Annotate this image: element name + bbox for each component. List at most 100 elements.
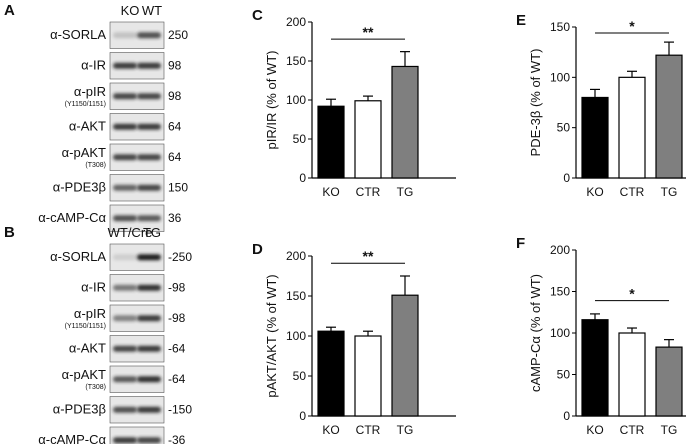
molecular-weight-label: 64 [168, 150, 182, 164]
y-tick-label: 100 [286, 93, 306, 107]
blot-band [113, 406, 137, 413]
x-tick-label: KO [586, 423, 603, 437]
molecular-weight-label: 98 [168, 89, 182, 103]
y-tick-label: 0 [299, 171, 306, 185]
y-tick-label: 150 [550, 20, 570, 34]
y-axis-label: PDE-3β (% of WT) [528, 49, 543, 157]
molecular-weight-label: -150 [168, 403, 192, 417]
y-tick-label: 150 [286, 289, 306, 303]
blot-band [137, 345, 161, 352]
molecular-weight-label: 64 [168, 120, 182, 134]
blot-band [113, 315, 137, 322]
chart-panel-F: F 0 50 100 150 200 cAMP-Cα (% of WT) KO CTR TG * [516, 235, 686, 437]
y-tick-label: 0 [299, 409, 306, 423]
blot-band [137, 406, 161, 413]
chart-panel-E: E 0 50 100 150 PDE-3β (% of WT) KO CTR TG * [516, 12, 686, 199]
blot-band [137, 376, 161, 383]
antibody-label: α-SORLA [50, 27, 106, 42]
blot-row: α-IR 98 [81, 52, 182, 80]
blot-band [113, 154, 137, 161]
y-axis-label: pIR/IR (% of WT) [264, 51, 279, 150]
y-axis-label: pAKT/AKT (% of WT) [264, 274, 279, 397]
y-tick-label: 100 [550, 326, 570, 340]
antibody-sublabel: (T308) [85, 162, 106, 169]
significance-marker: ** [363, 24, 374, 40]
x-tick-label: TG [397, 185, 414, 199]
y-tick-label: 200 [286, 15, 306, 29]
lane-label: WT [142, 3, 162, 18]
significance-marker: * [629, 18, 635, 34]
x-tick-label: CTR [356, 423, 381, 437]
blot-band [113, 215, 137, 222]
panel-letter: E [516, 12, 526, 29]
antibody-label: α-AKT [69, 119, 106, 134]
x-tick-label: TG [661, 423, 678, 437]
blot-band [137, 62, 161, 69]
molecular-weight-label: 250 [168, 28, 188, 42]
blot-row: α-AKT 64 [69, 113, 182, 141]
blot-band [137, 315, 161, 322]
blot-row: α-pIR (Y1150/1151) -98 [65, 304, 186, 332]
blot-panel-A: A KO WT α-SORLA 250 α-IR 98 α-pIR (Y1150/1151) 98… [4, 2, 188, 232]
western-blots: A KO WT α-SORLA 250 α-IR 98 α-pIR (Y1150/1151) 98… [4, 2, 192, 444]
antibody-label: α-PDE3β [53, 180, 106, 195]
molecular-weight-label: -64 [168, 342, 186, 356]
blot-band [113, 123, 137, 130]
significance-marker: ** [363, 248, 374, 264]
antibody-label: α-cAMP-Cα [38, 432, 106, 444]
antibody-label: α-pAKT [62, 145, 106, 160]
blot-row: α-AKT -64 [69, 335, 186, 363]
molecular-weight-label: -64 [168, 372, 186, 386]
blot-row: α-pAKT (T308) 64 [62, 143, 182, 171]
x-tick-label: CTR [620, 185, 645, 199]
chart-panel-C: C 0 50 100 150 200 pIR/IR (% of WT) KO CTR TG ** [252, 7, 456, 199]
y-tick-label: 100 [286, 329, 306, 343]
y-tick-label: 200 [286, 249, 306, 263]
blot-band [113, 254, 137, 261]
y-tick-label: 150 [286, 54, 306, 68]
significance-marker: * [629, 286, 635, 302]
y-tick-label: 100 [550, 70, 570, 84]
blot-row: α-PDE3β 150 [53, 174, 188, 202]
blot-row: α-pAKT (T308) -64 [62, 365, 186, 393]
bar [317, 330, 345, 417]
y-tick-label: 50 [557, 368, 571, 382]
blot-band [113, 437, 137, 444]
x-tick-label: TG [661, 185, 678, 199]
y-tick-label: 50 [293, 369, 307, 383]
bar [354, 100, 382, 179]
y-tick-label: 0 [563, 171, 570, 185]
antibody-sublabel: (Y1150/1151) [65, 101, 106, 108]
molecular-weight-label: 150 [168, 181, 188, 195]
blot-row: α-SORLA -250 [50, 243, 192, 271]
chart-panel-D: D 0 50 100 150 200 pAKT/AKT (% of WT) KO CTR TG ** [252, 241, 456, 437]
antibody-label: α-PDE3β [53, 402, 106, 417]
blot-row: α-IR -98 [81, 274, 186, 302]
molecular-weight-label: -98 [168, 281, 186, 295]
y-tick-label: 50 [293, 132, 307, 146]
x-tick-label: TG [397, 423, 414, 437]
antibody-label: α-IR [81, 280, 106, 295]
panel-letter: A [4, 2, 15, 19]
bar [391, 65, 419, 179]
blot-band [113, 284, 137, 291]
antibody-sublabel: (T308) [85, 384, 106, 391]
x-tick-label: CTR [620, 423, 645, 437]
bar [618, 332, 646, 417]
blot-row: α-cAMP-Cα 36 [38, 204, 182, 232]
y-tick-label: 150 [550, 285, 570, 299]
blot-band [113, 32, 137, 39]
lane-label: KO [121, 3, 140, 18]
blot-band [137, 93, 161, 100]
y-axis-label: cAMP-Cα (% of WT) [528, 274, 543, 392]
panel-letter: D [252, 241, 263, 258]
antibody-label: α-pIR [74, 306, 106, 321]
bar [581, 96, 609, 179]
x-tick-label: KO [322, 423, 339, 437]
blot-band [137, 254, 161, 261]
blot-row: α-pIR (Y1150/1151) 98 [65, 82, 182, 110]
blot-band [113, 93, 137, 100]
blot-band [113, 376, 137, 383]
